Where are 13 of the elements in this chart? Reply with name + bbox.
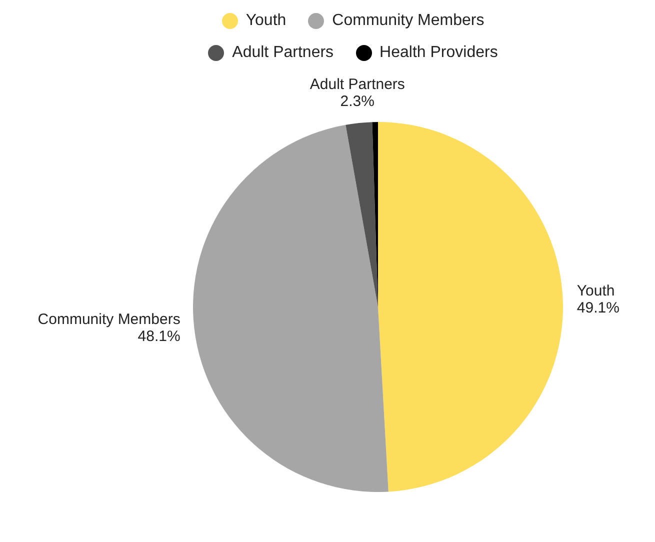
legend-label: Adult Partners	[231, 44, 334, 62]
pie-slice	[193, 124, 388, 492]
slice-label: Youth	[576, 282, 615, 300]
legend-label: Health Providers	[378, 44, 498, 62]
legend-label: Youth	[244, 12, 286, 30]
data-label: 48.1%	[138, 328, 180, 346]
slice-label: Community Members	[38, 311, 180, 328]
slice-label: Adult Partners	[310, 76, 405, 94]
legend-label: Community Members	[331, 12, 484, 30]
data-label: 2.3%	[340, 93, 375, 110]
pie-slice	[346, 122, 378, 307]
pie-slice	[378, 122, 563, 492]
data-label: 49.1%	[576, 299, 620, 316]
